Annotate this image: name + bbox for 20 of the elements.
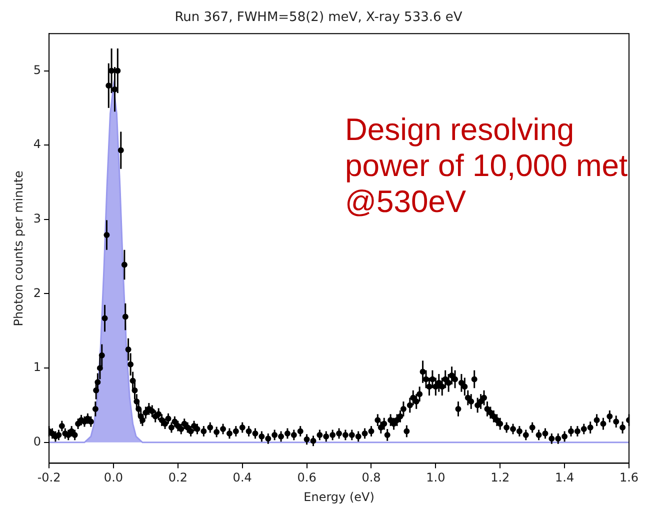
x-tick-label: -0.2 [37,470,61,485]
annotation: Design resolving power of 10,000 met @530eV [345,112,629,220]
y-tick-label: 1 [33,360,42,374]
chart-title: Run 367, FWHM=58(2) meV, X-ray 533.6 eV [174,10,462,26]
y-tick-label: 3 [33,212,42,226]
x-tick-label: 1.4 [555,470,574,485]
y-tick-label: 0 [33,434,42,449]
y-tick-label: 4 [33,137,42,152]
x-tick-label: 0.2 [168,470,188,485]
x-axis-title: Energy (eV) [304,490,374,504]
x-tick-label: 0.4 [232,470,252,485]
y-tick-label: 2 [33,286,42,300]
y-tick-label: 5 [33,62,42,77]
x-tick-label: 0.6 [297,470,316,485]
y-axis-title: Photon counts per minute [11,170,26,326]
x-tick-label: 0.0 [104,470,124,485]
x-tick-label: 1.0 [426,470,446,485]
x-tick-label: 0.8 [362,470,381,485]
x-tick-label: 1.6 [619,470,639,485]
x-tick-label: 1.2 [490,470,510,485]
